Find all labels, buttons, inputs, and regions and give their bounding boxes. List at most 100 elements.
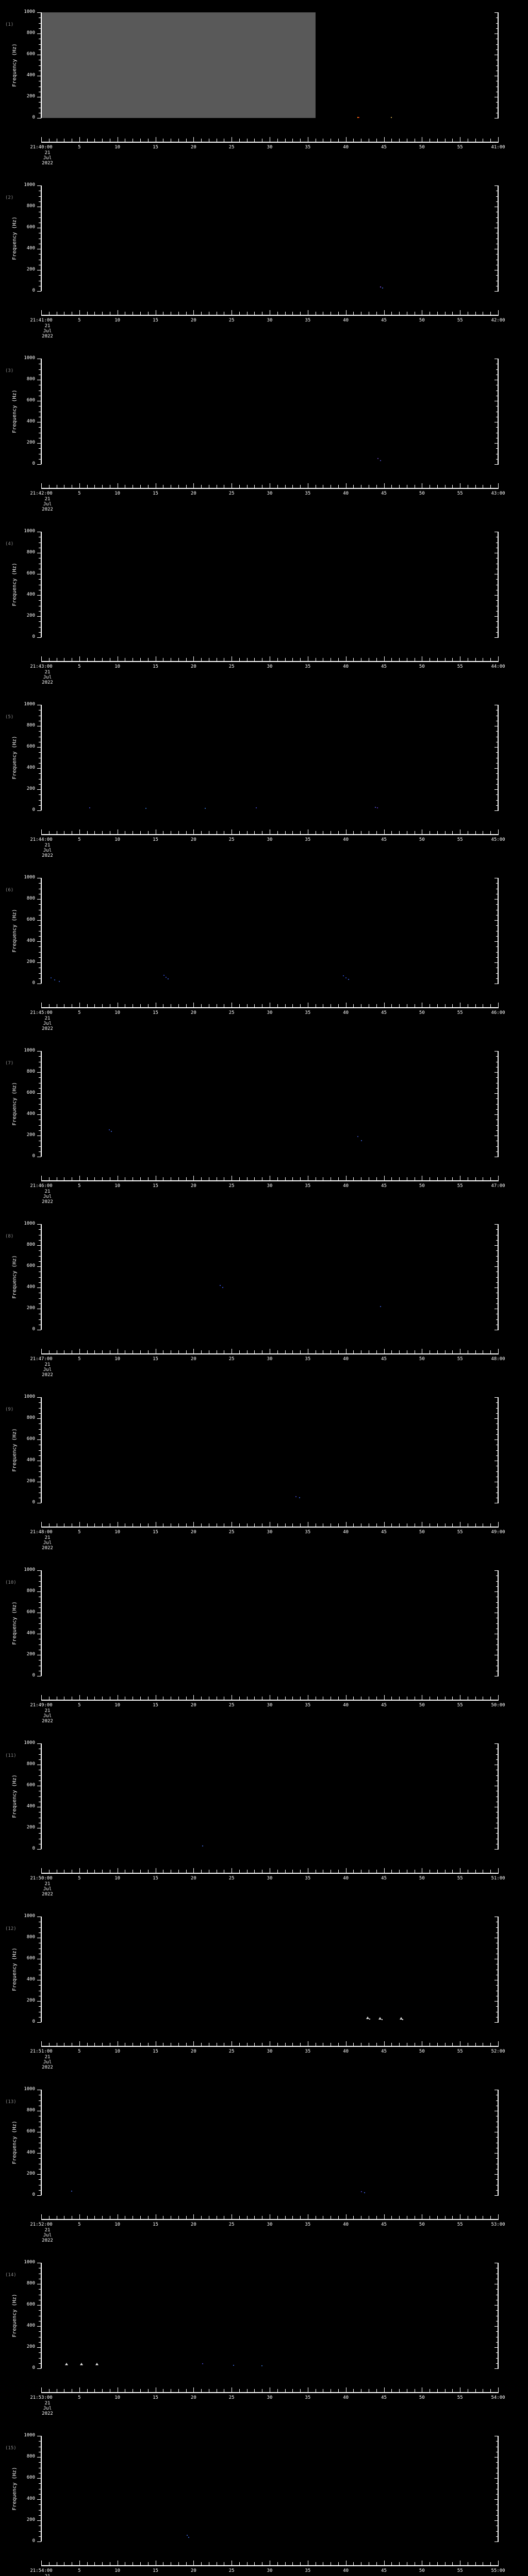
y-axis-tick-label: 1000 — [24, 875, 35, 880]
x-axis-tick-label: 40 — [343, 837, 349, 842]
x-axis-tick — [41, 1349, 42, 1353]
y-axis-left-spine — [41, 2090, 42, 2195]
x-axis-tick — [353, 312, 354, 315]
y-axis-tick — [37, 2499, 41, 2500]
y-axis-tick-right — [494, 768, 499, 769]
x-axis-tick-label: 50 — [419, 491, 425, 496]
x-axis-date-line: 2022 — [42, 2411, 53, 2416]
x-axis-tick — [399, 1523, 400, 1527]
x-axis-tick — [285, 2043, 286, 2046]
x-axis-tick — [178, 2043, 179, 2046]
x-axis-tick-label: 52:00 — [491, 2049, 505, 2054]
y-axis-tick — [39, 632, 41, 633]
data-point — [205, 807, 206, 809]
y-axis-tick-right — [496, 1240, 499, 1241]
x-axis-tick-label: 15 — [153, 2049, 158, 2054]
x-axis-tick — [186, 1523, 187, 1527]
x-axis-tick — [201, 831, 202, 834]
x-axis-tick — [376, 485, 377, 488]
y-axis-tick — [39, 23, 41, 24]
x-axis-tick — [444, 2216, 446, 2219]
x-axis-tick-label: 21:54:00 — [30, 2568, 53, 2573]
x-axis-tick — [384, 1868, 385, 1873]
x-axis-tick — [399, 312, 400, 315]
y-axis-tick — [37, 1591, 41, 1592]
x-axis-tick — [490, 312, 491, 315]
y-axis-tick-right — [496, 1109, 499, 1110]
x-axis-tick-label: 5 — [78, 2049, 81, 2054]
x-axis-tick — [254, 831, 255, 834]
y-axis-tick-label: 200 — [26, 267, 35, 272]
y-axis-tick — [39, 946, 41, 947]
x-axis-date-line: 21 — [44, 1362, 51, 1367]
x-axis-tick — [41, 1003, 42, 1007]
y-axis-tick-right — [494, 810, 499, 811]
y-axis-tick — [39, 1450, 41, 1451]
x-axis-tick — [376, 312, 377, 315]
data-point — [145, 808, 146, 809]
data-point — [374, 806, 376, 808]
y-axis-tick-label: 0 — [32, 1154, 35, 1159]
x-axis-tick — [384, 2561, 385, 2565]
x-axis-tick — [277, 1004, 278, 1007]
y-axis-tick — [37, 1224, 41, 1225]
x-axis-tick — [79, 137, 80, 142]
x-axis-tick — [338, 2562, 339, 2565]
y-axis-tick — [37, 1266, 41, 1267]
x-axis-tick-label: 45 — [381, 318, 387, 323]
x-axis-tick — [193, 1349, 194, 1353]
x-axis-tick-label: 45 — [381, 1183, 387, 1189]
y-axis-tick — [39, 883, 41, 884]
x-axis-tick-label: 5 — [78, 318, 81, 323]
x-axis-tick — [376, 1697, 377, 1700]
panel-index-label: (12) — [5, 1926, 16, 1931]
x-axis-tick — [444, 1523, 446, 1527]
x-axis-tick-label: 20 — [190, 491, 196, 496]
y-axis-tick — [39, 978, 41, 979]
data-point — [256, 807, 257, 809]
x-axis-tick — [292, 2043, 293, 2046]
y-axis-tick — [39, 1319, 41, 1320]
y-axis-tick-right — [494, 1439, 499, 1440]
frequency-panel: 0 200 400 600 800 1000 Frequency (Hz) (3) 21:42:… — [0, 346, 528, 519]
x-axis-tick — [376, 1177, 377, 1180]
x-axis-tick — [277, 2389, 278, 2392]
y-axis-title: Frequency (Hz) — [12, 1774, 18, 1818]
x-axis-tick — [285, 1870, 286, 1873]
x-axis-tick — [292, 312, 293, 315]
y-axis-tick — [39, 1402, 41, 1403]
x-axis-tick — [353, 2043, 354, 2046]
x-axis-tick-label: 25 — [228, 1530, 235, 1535]
data-point — [295, 1496, 296, 1497]
x-axis-line — [41, 2046, 499, 2047]
y-axis-tick-right — [494, 595, 499, 596]
x-axis-tick-label: 25 — [228, 318, 235, 323]
y-axis-tick-label: 400 — [26, 2323, 35, 2328]
x-axis-tick — [201, 485, 202, 488]
plot-area — [41, 2263, 498, 2368]
y-axis-tick-right — [496, 973, 499, 974]
x-axis-date-line: 21 — [45, 2574, 51, 2576]
x-axis-tick-label: 20 — [190, 664, 196, 669]
detection-marker-icon — [64, 2362, 68, 2365]
x-axis-tick — [452, 1350, 453, 1353]
data-point — [369, 2018, 371, 2020]
x-axis-tick — [254, 1697, 255, 1700]
x-axis-tick — [94, 658, 95, 661]
y-axis-title: Frequency (Hz) — [12, 389, 18, 433]
x-axis-tick — [437, 1177, 438, 1180]
y-axis-tick — [39, 427, 41, 428]
x-axis-tick-label: 54:00 — [491, 2395, 505, 2400]
x-axis-date-line: Jul — [43, 502, 52, 507]
y-axis-tick-right — [496, 65, 499, 66]
y-axis-tick-label: 800 — [26, 1069, 35, 1074]
y-axis-tick-right — [496, 2168, 499, 2170]
y-axis-tick-right — [494, 2499, 499, 2500]
x-axis-tick — [437, 831, 438, 834]
x-axis-tick — [48, 831, 50, 834]
x-axis-tick — [452, 1697, 453, 1700]
data-point — [299, 1497, 300, 1499]
x-axis-tick-label: 21:40:00 — [30, 145, 53, 150]
y-axis-tick — [39, 936, 41, 937]
x-axis-tick-label: 10 — [114, 664, 121, 669]
